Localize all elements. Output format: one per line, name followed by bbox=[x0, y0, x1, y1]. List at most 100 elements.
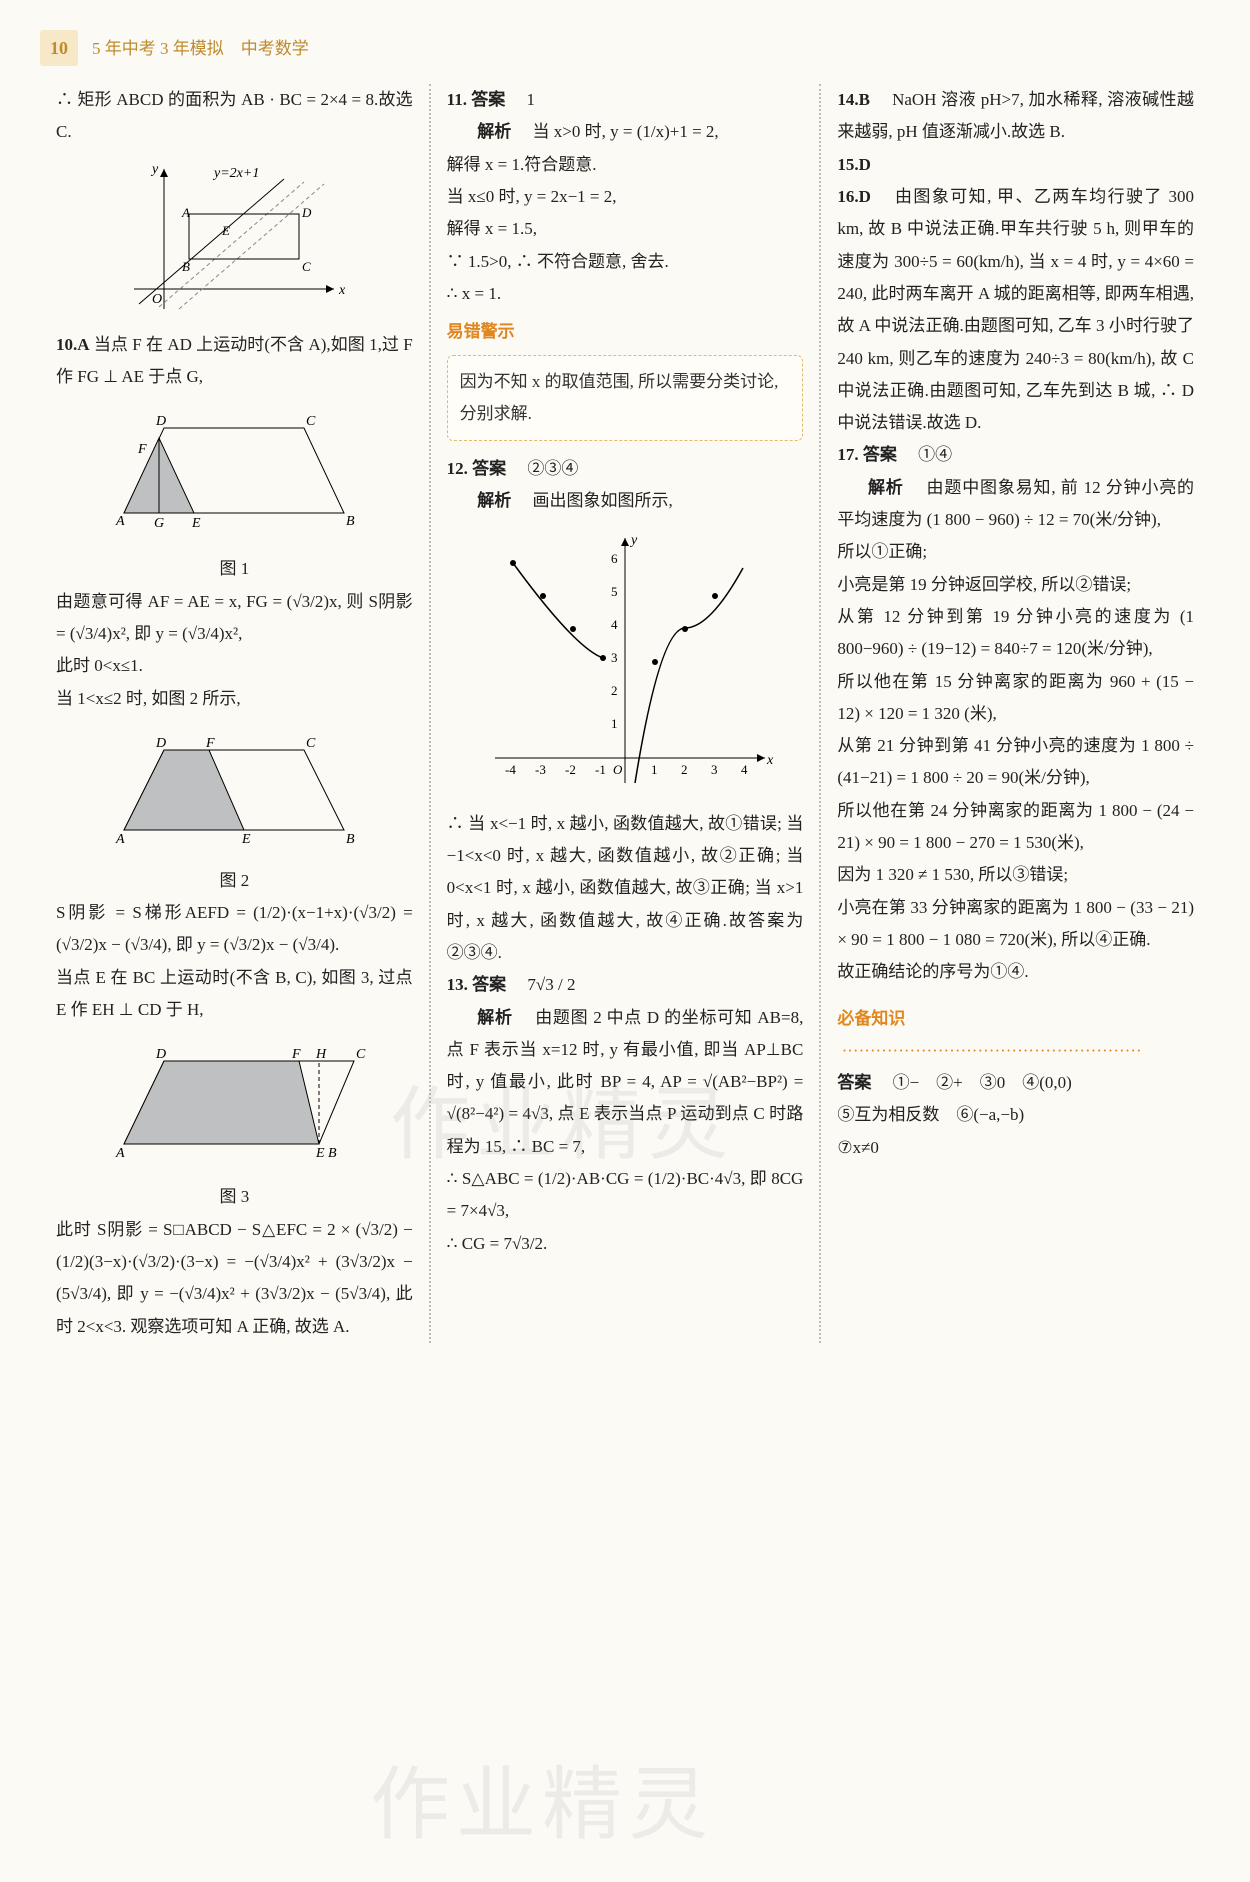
explain-label: 解析 bbox=[477, 1008, 512, 1027]
answer-label: 答案 bbox=[471, 90, 505, 109]
question-number: 14.B bbox=[837, 90, 870, 109]
explain-label: 解析 bbox=[477, 491, 511, 510]
svg-text:E: E bbox=[221, 223, 230, 238]
warning-text: 因为不知 x 的取值范围, 所以需要分类讨论, 分别求解. bbox=[460, 372, 779, 423]
svg-text:y: y bbox=[629, 533, 638, 548]
svg-text:y: y bbox=[150, 162, 159, 177]
svg-text:A: A bbox=[181, 205, 190, 220]
svg-text:D: D bbox=[155, 736, 166, 751]
svg-text:E: E bbox=[191, 516, 201, 531]
figure-caption: 图 2 bbox=[56, 865, 413, 897]
svg-text:A: A bbox=[115, 514, 125, 529]
text-block: 所以他在第 24 分钟离家的距离为 1 800 − (24 − 21) × 90… bbox=[837, 795, 1194, 860]
svg-text:6: 6 bbox=[611, 551, 618, 566]
text-block: 此时 0<x≤1. bbox=[56, 650, 413, 682]
svg-text:A: A bbox=[115, 832, 125, 847]
svg-text:4: 4 bbox=[741, 762, 748, 777]
svg-text:2: 2 bbox=[681, 762, 688, 777]
text-block: 当点 E 在 BC 上运动时(不含 B, C), 如图 3, 过点 E 作 EH… bbox=[56, 962, 413, 1027]
svg-text:B: B bbox=[346, 832, 355, 847]
section-title: 必备知识 bbox=[837, 1003, 905, 1035]
figure-trapezoid-1: A B C D F G E bbox=[94, 403, 374, 543]
svg-text:G: G bbox=[154, 516, 164, 531]
svg-text:O: O bbox=[613, 762, 623, 777]
svg-text:F: F bbox=[205, 736, 215, 751]
text: NaOH 溶液 pH>7, 加水稀释, 溶液碱性越来越弱, pH 值逐渐减小.故… bbox=[837, 90, 1194, 141]
text-block: 解得 x = 1.符合题意. bbox=[447, 149, 804, 181]
figure-chart-q12: x y O -4-3 -2-1 12 34 12 34 56 bbox=[475, 528, 775, 798]
svg-text:F: F bbox=[291, 1047, 301, 1062]
text: 画出图象如图所示, bbox=[533, 491, 673, 510]
svg-text:C: C bbox=[306, 414, 316, 429]
page-header: 10 5 年中考 3 年模拟 中考数学 bbox=[40, 30, 1210, 66]
question-number: 13. bbox=[447, 975, 468, 994]
text-block: 从第 21 分钟到第 41 分钟小亮的速度为 1 800 ÷ (41−21) =… bbox=[837, 730, 1194, 795]
text: 当 x>0 时, y = (1/x)+1 = 2, bbox=[533, 122, 719, 141]
answer-value: 7√3 / 2 bbox=[527, 975, 575, 994]
q13-answer: 13. 答案 7√3 / 2 bbox=[447, 969, 804, 1001]
svg-text:C: C bbox=[306, 736, 316, 751]
svg-text:5: 5 bbox=[611, 584, 618, 599]
svg-text:H: H bbox=[315, 1047, 327, 1062]
page-number: 10 bbox=[40, 30, 78, 66]
text-block: ∴ S△ABC = (1/2)·AB·CG = (1/2)·BC·4√3, 即 … bbox=[447, 1163, 804, 1228]
svg-text:4: 4 bbox=[611, 617, 618, 632]
text-block: ∵ 1.5>0, ∴ 不符合题意, 舍去. bbox=[447, 246, 804, 278]
figure-trapezoid-3: A E B C D F H bbox=[94, 1036, 374, 1171]
text-block: ∴ x = 1. bbox=[447, 278, 804, 310]
text: 当点 F 在 AD 上运动时(不含 A),如图 1,过 F 作 FG ⊥ AE … bbox=[56, 335, 413, 386]
q13-expl: 解析 由题图 2 中点 D 的坐标可知 AB=8, 点 F 表示当 x=12 时… bbox=[447, 1002, 804, 1163]
answer-value: ①④ bbox=[918, 445, 952, 464]
text-block: ⑤互为相反数 ⑥(−a,−b) bbox=[837, 1099, 1194, 1131]
svg-text:3: 3 bbox=[611, 650, 618, 665]
figure-trapezoid-2: A B C D F E bbox=[94, 725, 374, 855]
svg-text:C: C bbox=[356, 1047, 366, 1062]
text-block: 当 x≤0 时, y = 2x−1 = 2, bbox=[447, 181, 804, 213]
q12-expl: 解析 画出图象如图所示, bbox=[447, 485, 804, 517]
svg-text:D: D bbox=[155, 414, 166, 429]
q16: 16.D 由图象可知, 甲、乙两车均行驶了 300 km, 故 B 中说法正确.… bbox=[837, 181, 1194, 439]
text-block: 故正确结论的序号为①④. bbox=[837, 956, 1194, 988]
text-block: 解得 x = 1.5, bbox=[447, 213, 804, 245]
question-number: 10.A bbox=[56, 335, 90, 354]
answer-value: ②③④ bbox=[527, 459, 578, 478]
svg-text:2: 2 bbox=[611, 683, 618, 698]
svg-text:y=2x+1: y=2x+1 bbox=[212, 166, 259, 181]
answer-value: 1 bbox=[526, 90, 535, 109]
svg-text:D: D bbox=[301, 205, 312, 220]
text-block: 从第 12 分钟到第 19 分钟小亮的速度为 (1 800−960) ÷ (19… bbox=[837, 601, 1194, 666]
page-title: 5 年中考 3 年模拟 中考数学 bbox=[92, 33, 309, 65]
svg-text:x: x bbox=[338, 283, 346, 298]
figure-caption: 图 3 bbox=[56, 1181, 413, 1213]
text-block: 因为 1 320 ≠ 1 530, 所以③错误; bbox=[837, 859, 1194, 891]
q10-line: 10.A 当点 F 在 AD 上运动时(不含 A),如图 1,过 F 作 FG … bbox=[56, 329, 413, 394]
text-block: 小亮在第 33 分钟离家的距离为 1 800 − (33 − 21) × 90 … bbox=[837, 892, 1194, 957]
text-block: 所以①正确; bbox=[837, 536, 1194, 568]
q15: 15.D bbox=[837, 149, 1194, 181]
question-number: 11. bbox=[447, 90, 467, 109]
svg-text:A: A bbox=[115, 1146, 125, 1161]
answer-label: 答案 bbox=[472, 459, 506, 478]
warning-box: 因为不知 x 的取值范围, 所以需要分类讨论, 分别求解. bbox=[447, 355, 804, 442]
question-number: 16.D bbox=[837, 187, 871, 206]
answer-label: 答案 bbox=[863, 445, 897, 464]
text-block: 小亮是第 19 分钟返回学校, 所以②错误; bbox=[837, 569, 1194, 601]
text-block: ⑦x≠0 bbox=[837, 1132, 1194, 1164]
svg-text:-2: -2 bbox=[565, 762, 576, 777]
question-number: 17. bbox=[837, 445, 858, 464]
q17-answer: 17. 答案 ①④ bbox=[837, 439, 1194, 471]
svg-text:B: B bbox=[346, 514, 355, 529]
text-block: ∴ CG = 7√3/2. bbox=[447, 1228, 804, 1260]
figure-graph-1: x y O y=2x+1 A D B C E bbox=[114, 159, 354, 319]
must-knowledge: 答案 ①− ②+ ③0 ④(0,0) bbox=[837, 1067, 1194, 1099]
explain-label: 解析 bbox=[477, 122, 511, 141]
q17-expl: 解析 由题中图象易知, 前 12 分钟小亮的平均速度为 (1 800 − 960… bbox=[837, 472, 1194, 537]
column-2: 11. 答案 1 解析 当 x>0 时, y = (1/x)+1 = 2, 解得… bbox=[429, 84, 820, 1343]
column-3: 14.B NaOH 溶液 pH>7, 加水稀释, 溶液碱性越来越弱, pH 值逐… bbox=[819, 84, 1210, 1343]
text: 由题图 2 中点 D 的坐标可知 AB=8, 点 F 表示当 x=12 时, y… bbox=[447, 1008, 804, 1156]
answer-label: 答案 bbox=[472, 975, 506, 994]
svg-text:O: O bbox=[152, 292, 162, 307]
svg-text:F: F bbox=[137, 442, 147, 457]
question-number: 15.D bbox=[837, 155, 871, 174]
text-block: 此时 S阴影 = S□ABCD − S△EFC = 2 × (√3/2) − (… bbox=[56, 1214, 413, 1343]
